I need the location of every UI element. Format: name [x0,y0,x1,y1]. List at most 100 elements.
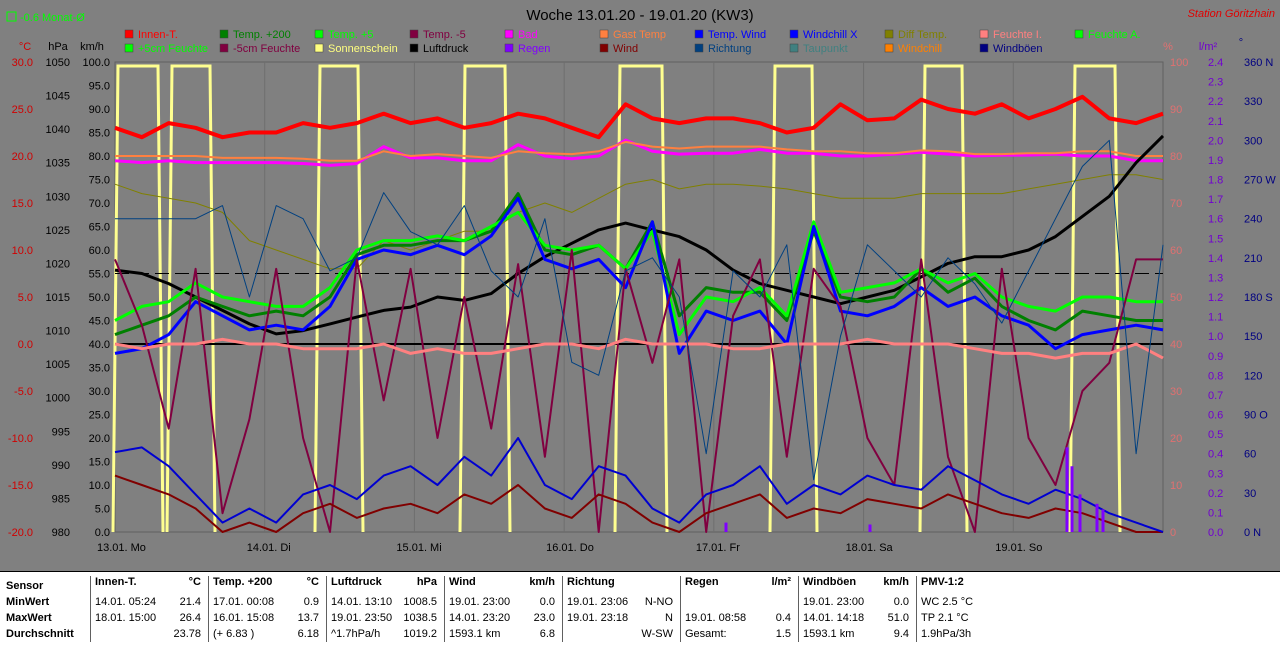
y-tick-rain: 0.9 [1208,351,1223,363]
y-tick-hum: 100 [1170,57,1188,69]
y-tick-press: 1025 [46,225,70,237]
y-tick-rain: 0.0 [1208,527,1223,539]
series-line [114,337,1164,360]
legend-swatch [219,43,229,53]
y-tick-hum: 60 [1170,245,1182,257]
legend-swatch [694,29,704,39]
y-tick-hum: 70 [1170,198,1182,210]
y-tick-press: 1050 [46,57,70,69]
stats-row-label: 14.01. 13:10 [331,596,393,608]
y-tick-press: 980 [52,527,70,539]
stats-row: 19.01. 23:06 N-NO [567,596,673,612]
chart-title: Woche 13.01.20 - 19.01.20 (KW3) [526,7,753,24]
stats-block-unit: °C [188,576,201,588]
legend-label: Luftdruck [423,43,469,55]
stats-row-value: 23.78 [173,628,201,640]
legend-label: Windchill X [803,29,858,41]
y-tick-dir: 60 [1244,449,1256,461]
stats-row-label: 1.9hPa/3h [921,628,972,640]
legend-label: -5cm Feuchte [233,43,300,55]
legend-label: Wind [613,43,638,55]
legend-swatch [124,29,134,39]
y-tick-dir: 0 N [1244,527,1261,539]
y-tick-wind: 15.0 [89,457,110,469]
stats-row: (+ 6.83 ) 6.18 [213,628,319,644]
stats-row-label: 14.01. 14:18 [803,612,865,624]
stats-row: 14.01. 23:20 23.0 [449,612,555,628]
y-tick-press: 990 [52,460,70,472]
legend-swatch [504,29,514,39]
sunshine-block [313,64,365,533]
unit-rain: l/m² [1199,41,1218,53]
stats-row-value: 9.4 [893,628,909,640]
y-tick-temp: 15.0 [12,198,33,210]
stats-row-value: N [665,612,673,624]
stats-block-unit: °C [306,576,319,588]
y-tick-wind: 75.0 [89,175,110,187]
series-line [114,474,1163,533]
legend-swatch [884,43,894,53]
stats-row-label: Gesamt: [685,628,727,640]
stats-row-value: 26.4 [179,612,201,624]
stats-label-avg: Durchschnitt [6,628,74,640]
stats-row: 19.01. 23:18 N [567,612,673,628]
stats-row-label: (+ 6.83 ) [213,628,255,640]
stats-row: 18.01. 15:00 26.4 [95,612,201,628]
legend-swatch [694,43,704,53]
y-tick-wind: 95.0 [89,81,110,93]
y-tick-wind: 0.0 [95,527,110,539]
y-tick-hum: 10 [1170,480,1182,492]
stats-block-title: PMV-1:2 [921,576,964,588]
unit-press: hPa [48,41,68,53]
legend-swatch [979,29,989,39]
monthly-indicator-icon [6,11,17,22]
y-tick-rain: 2.3 [1208,77,1223,89]
y-tick-rain: 1.2 [1208,292,1223,304]
legend-swatch [789,43,799,53]
legend-label: Temp. -5 [423,29,466,41]
y-tick-hum: 20 [1170,433,1182,445]
stats-row-label: 18.01. 15:00 [95,612,157,624]
x-tick-label: 16.01. Do [546,542,594,554]
y-tick-rain: 0.1 [1208,507,1223,519]
legend-swatch [409,43,419,53]
stats-row-value: 1019.2 [403,628,437,640]
stats-block-unit: l/m² [771,576,791,588]
legend-label: Diff Temp. [898,29,947,41]
stats-row-label: 19.01. 23:00 [803,596,865,608]
axes: 30.0 25.0 20.0 15.0 10.0 5.0 0.0 -5.0 -10.0 -15.0… [8,57,1276,539]
y-tick-rain: 0.5 [1208,429,1223,441]
stats-row-label: 1593.1 km [803,628,855,640]
y-tick-dir: 30 [1244,488,1256,500]
axis-units: °C hPa km/h % l/m² ° [19,37,1243,53]
stats-block-title: Luftdruck [331,576,382,588]
y-tick-temp: -20.0 [8,527,33,539]
y-tick-wind: 25.0 [89,410,110,422]
x-tick-label: 15.01. Mi [396,542,441,554]
y-tick-wind: 45.0 [89,316,110,328]
stats-row: 1593.1 km 9.4 [803,628,909,644]
stats-row-value: W-SW [641,628,673,640]
y-tick-rain: 2.0 [1208,135,1223,147]
plot-area [111,61,1165,533]
statistics-panel: Sensor MinWert MaxWert Durchschnitt Inne… [0,571,1280,645]
stats-row-label: 14.01. 05:24 [95,596,157,608]
y-tick-rain: 0.4 [1208,449,1223,461]
stats-row-label: 17.01. 00:08 [213,596,275,608]
y-tick-wind: 50.0 [89,292,110,304]
legend-swatch [314,43,324,53]
series-line [114,249,1163,533]
y-tick-hum: 30 [1170,386,1182,398]
series-line [114,192,1163,337]
y-tick-wind: 85.0 [89,128,110,140]
y-tick-rain: 2.2 [1208,96,1223,108]
y-tick-dir: 150 [1244,331,1262,343]
stats-row: 1593.1 km 6.8 [449,628,555,644]
stats-block-title: Temp. +200 [213,576,273,588]
y-tick-rain: 0.6 [1208,410,1223,422]
x-axis: 13.01. Mo 14.01. Di 15.01. Mi 16.01. Do 17.0… [97,542,1042,554]
stats-block-title: Regen [685,576,719,588]
y-tick-wind: 100.0 [82,57,110,69]
legend-label: Gast Temp [613,29,666,41]
x-tick-label: 14.01. Di [247,542,291,554]
